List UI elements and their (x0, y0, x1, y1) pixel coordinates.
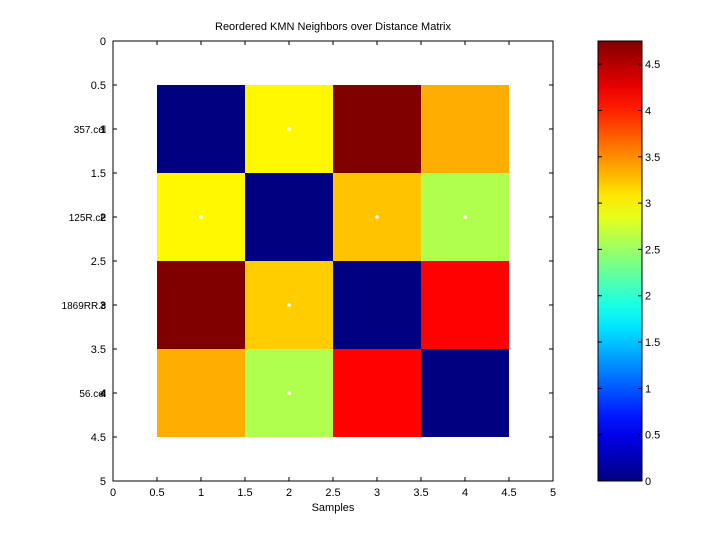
y-tick-label: 3.5 (91, 344, 106, 356)
colorbar-tick-label: 4 (645, 105, 651, 117)
x-tick-label: 3.5 (413, 487, 428, 499)
y-tick-label: 2.5 (91, 256, 106, 268)
row-label: 1 (100, 125, 106, 136)
neighbor-markers (199, 127, 467, 395)
colorbar-ticks: 0 0.5 1 1.5 2 2.5 3 3.5 4 4.5 (598, 59, 660, 488)
heatmap-cell (245, 173, 333, 261)
x-tick-label: 5 (550, 487, 556, 499)
colorbar-tick-label: 2 (645, 291, 651, 303)
colorbar (597, 40, 643, 482)
row-label: 357.cel (74, 125, 106, 136)
colorbar-tick-label: 4.5 (645, 59, 660, 71)
heatmap-cell (333, 85, 421, 173)
chart-title: Reordered KMN Neighbors over Distance Ma… (215, 21, 451, 33)
heatmap-cell (157, 85, 245, 173)
x-tick-label: 4.5 (501, 487, 516, 499)
neighbor-marker (375, 215, 379, 219)
x-axis: 0 0.5 1 1.5 2 2.5 3 3.5 4 4.5 5 (110, 41, 556, 499)
y-tick-label: 2 (100, 212, 106, 224)
y-tick-label: 4 (100, 388, 106, 400)
y-tick-label: 1.5 (91, 168, 106, 180)
x-tick-label: 0 (110, 487, 116, 499)
row-label: 4 (100, 389, 106, 400)
x-tick-label: 0.5 (149, 487, 164, 499)
heatmap-cell (333, 261, 421, 349)
row-label: 2 (100, 213, 106, 224)
heatmap-cell (333, 349, 421, 437)
colorbar-tick-label: 1.5 (645, 337, 660, 349)
neighbor-marker (199, 215, 203, 219)
x-axis-label: Samples (312, 502, 355, 514)
colorbar-tick-label: 1 (645, 383, 651, 395)
neighbor-marker (463, 215, 467, 219)
row-label: 3 (100, 301, 106, 312)
y-tick-label: 0 (100, 36, 106, 48)
colorbar-tick-label: 3.5 (645, 152, 660, 164)
colorbar-tick-label: 0 (645, 476, 651, 488)
row-label: 56.cel (79, 389, 106, 400)
heatmap-cell (421, 261, 509, 349)
y-tick-label: 4.5 (91, 432, 106, 444)
y-tick-label: 3 (100, 300, 106, 312)
heatmap-cell (157, 261, 245, 349)
heatmap-cell (421, 85, 509, 173)
x-tick-label: 1 (198, 487, 204, 499)
x-tick-label: 3 (374, 487, 380, 499)
colorbar-tick-label: 2.5 (645, 244, 660, 256)
x-tick-label: 4 (462, 487, 468, 499)
y-axis: 0 0.5 1 1.5 2 2.5 3 3.5 4 4.5 5 (91, 36, 553, 488)
x-tick-label: 2 (286, 487, 292, 499)
x-tick-label: 2.5 (325, 487, 340, 499)
colorbar-tick-label: 3 (645, 198, 651, 210)
y-tick-label: 5 (100, 476, 106, 488)
heatmap-cell (421, 349, 509, 437)
y-tick-label: 1 (100, 124, 106, 136)
row-label: 125R.ce (69, 213, 107, 224)
x-tick-label: 1.5 (237, 487, 252, 499)
row-label: 1869RR.c (62, 301, 106, 312)
heatmap-cells (157, 85, 509, 437)
neighbor-marker (287, 303, 291, 307)
neighbor-marker (287, 127, 291, 131)
neighbor-marker (287, 391, 291, 395)
y-tick-label: 0.5 (91, 80, 106, 92)
heatmap-cell (157, 349, 245, 437)
colorbar-tick-label: 0.5 (645, 430, 660, 442)
